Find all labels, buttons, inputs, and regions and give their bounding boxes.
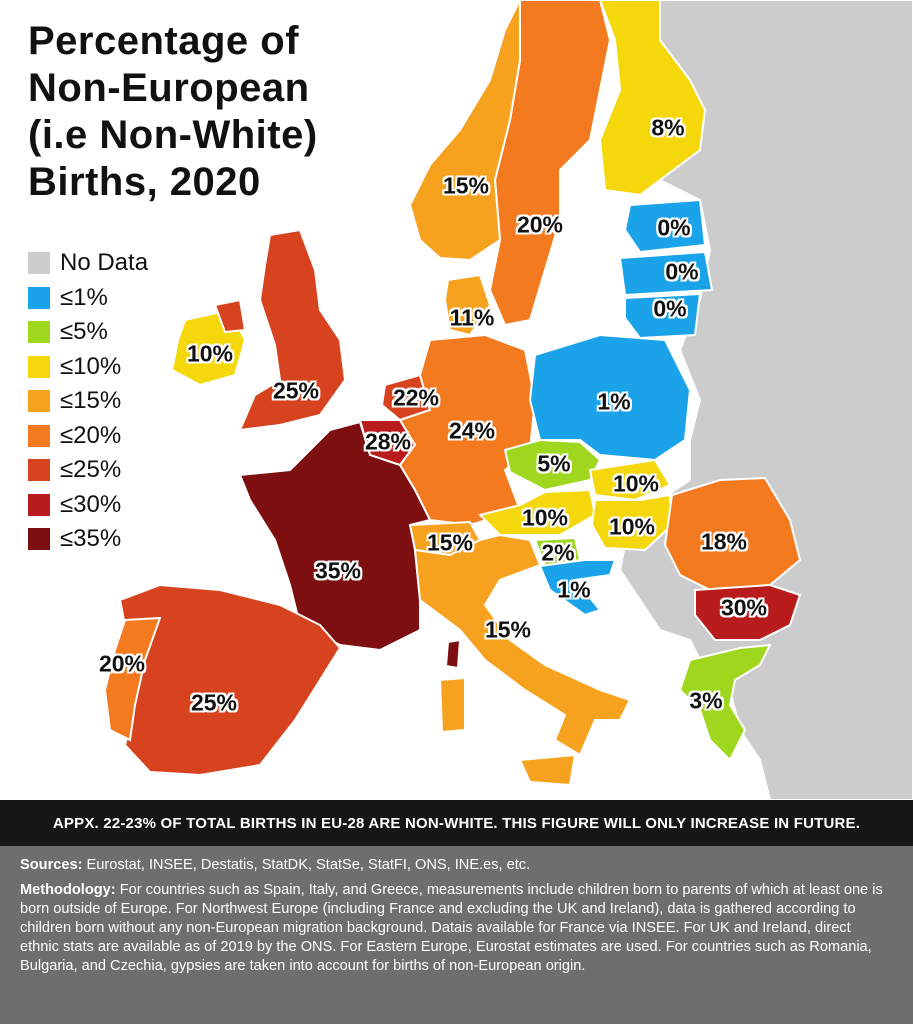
legend-swatch bbox=[28, 390, 50, 413]
label-france: 35% bbox=[314, 557, 362, 584]
region-lithuania bbox=[624, 292, 702, 340]
label-denmark: 11% bbox=[449, 304, 495, 331]
legend-item: ≤25% bbox=[28, 453, 148, 488]
region-romania bbox=[663, 476, 802, 592]
sources-note: Sources: Eurostat, INSEE, Destatis, Stat… bbox=[20, 856, 893, 875]
banner-text: APPX. 22-23% OF TOTAL BIRTHS IN EU-28 AR… bbox=[52, 814, 861, 832]
label-romania: 18% bbox=[700, 528, 748, 555]
legend-item: ≤1% bbox=[28, 281, 148, 316]
label-austria: 10% bbox=[521, 504, 569, 531]
label-finland: 8% bbox=[651, 114, 685, 141]
label-greece: 3% bbox=[689, 687, 723, 714]
legend-label: ≤10% bbox=[60, 352, 122, 380]
methodology-note: Methodology: For countries such as Spain… bbox=[20, 881, 893, 976]
legend-swatch bbox=[28, 286, 50, 309]
legend-item: ≤5% bbox=[28, 315, 148, 350]
region-united-kingdom bbox=[213, 228, 347, 432]
legend: No Data ≤1% ≤5% ≤10% ≤15% ≤20% ≤25% ≤30%… bbox=[28, 246, 148, 557]
legend-label: ≤35% bbox=[60, 525, 122, 553]
legend-swatch bbox=[28, 252, 50, 275]
legend-label: ≤20% bbox=[60, 421, 122, 449]
legend-label: No Data bbox=[60, 249, 149, 277]
label-hungary: 10% bbox=[608, 513, 656, 540]
label-estonia: 0% bbox=[657, 214, 691, 241]
label-latvia: 0% bbox=[665, 258, 699, 285]
label-portugal: 20% bbox=[98, 650, 146, 677]
region-portugal bbox=[103, 616, 162, 742]
region-norway bbox=[408, 0, 521, 262]
legend-label: ≤25% bbox=[60, 456, 122, 484]
legend-swatch bbox=[28, 424, 50, 447]
label-lithuania: 0% bbox=[653, 295, 687, 322]
label-croatia: 1% bbox=[557, 576, 591, 603]
legend-swatch bbox=[28, 459, 50, 482]
label-slovakia: 10% bbox=[612, 470, 660, 497]
label-sweden: 20% bbox=[516, 211, 564, 238]
region-croatia bbox=[538, 559, 617, 617]
label-czechia: 5% bbox=[537, 450, 571, 477]
label-belgium: 28% bbox=[364, 428, 412, 455]
label-norway: 15% bbox=[442, 172, 490, 199]
legend-item: ≤15% bbox=[28, 384, 148, 419]
region-corsica bbox=[444, 638, 462, 670]
label-netherlands: 22% bbox=[392, 384, 440, 411]
region-greece bbox=[678, 643, 772, 762]
region-slovakia bbox=[588, 458, 672, 502]
title-line-4: Births, 2020 bbox=[28, 160, 261, 204]
notes-panel: Sources: Eurostat, INSEE, Destatis, Stat… bbox=[0, 846, 913, 1024]
region-finland bbox=[598, 0, 707, 197]
label-ireland: 10% bbox=[186, 340, 234, 367]
label-united-kingdom: 25% bbox=[272, 377, 320, 404]
legend-item: ≤10% bbox=[28, 350, 148, 385]
region-austria bbox=[478, 488, 597, 536]
label-poland: 1% bbox=[597, 388, 631, 415]
map-area: Percentage of Non-European (i.e Non-Whit… bbox=[28, 0, 913, 800]
legend-label: ≤15% bbox=[60, 387, 122, 415]
region-estonia bbox=[623, 198, 707, 254]
region-france bbox=[238, 420, 432, 652]
sources-text: Eurostat, INSEE, Destatis, StatDK, StatS… bbox=[82, 857, 531, 873]
title-line-3: (i.e Non-White) bbox=[28, 113, 318, 157]
label-switzerland: 15% bbox=[426, 529, 474, 556]
region-italy bbox=[413, 533, 632, 787]
legend-item: ≤35% bbox=[28, 522, 148, 557]
title-line-2: Non-European bbox=[28, 66, 310, 110]
label-bulgaria: 30% bbox=[720, 594, 768, 621]
label-slovenia: 2% bbox=[541, 539, 575, 566]
methodology-text: For countries such as Spain, Italy, and … bbox=[20, 882, 883, 974]
title-line-1: Percentage of bbox=[28, 19, 300, 63]
legend-item: No Data bbox=[28, 246, 148, 281]
label-germany: 24% bbox=[448, 417, 496, 444]
legend-label: ≤5% bbox=[60, 318, 108, 346]
sources-label: Sources: bbox=[20, 857, 83, 873]
label-spain: 25% bbox=[190, 689, 238, 716]
legend-swatch bbox=[28, 321, 50, 344]
legend-swatch bbox=[28, 493, 50, 516]
legend-label: ≤30% bbox=[60, 490, 122, 518]
summary-banner: APPX. 22-23% OF TOTAL BIRTHS IN EU-28 AR… bbox=[0, 800, 913, 846]
map-title: Percentage of Non-European (i.e Non-Whit… bbox=[28, 18, 388, 206]
legend-swatch bbox=[28, 355, 50, 378]
legend-item: ≤30% bbox=[28, 488, 148, 523]
region-hungary bbox=[590, 493, 674, 552]
legend-swatch bbox=[28, 528, 50, 551]
region-denmark bbox=[443, 273, 492, 337]
region-latvia bbox=[618, 250, 714, 297]
legend-item: ≤20% bbox=[28, 419, 148, 454]
legend-label: ≤1% bbox=[60, 283, 108, 311]
region-bulgaria bbox=[694, 583, 802, 641]
label-italy: 15% bbox=[484, 616, 532, 643]
methodology-label: Methodology: bbox=[20, 882, 116, 898]
europe-map bbox=[103, 0, 913, 800]
